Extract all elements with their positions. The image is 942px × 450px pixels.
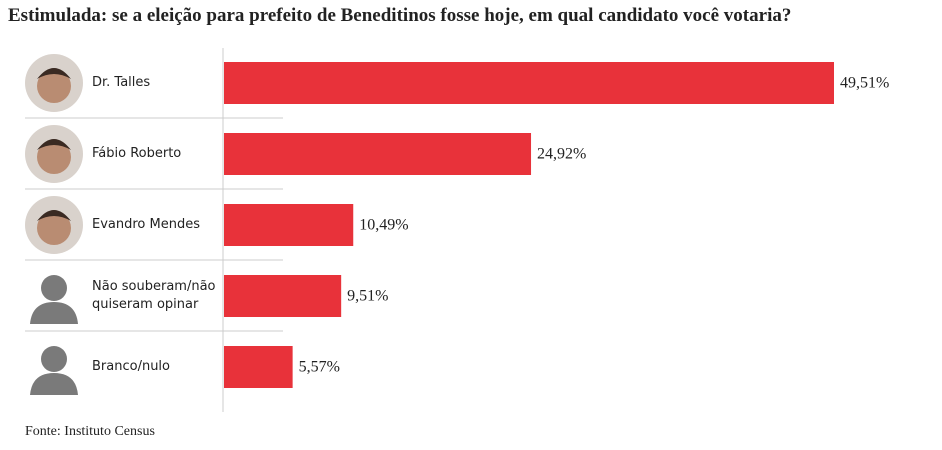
source: Fonte: Instituto Census bbox=[25, 424, 155, 439]
avatar-head bbox=[41, 275, 67, 301]
avatar-face bbox=[37, 140, 71, 174]
value-label: 49,51% bbox=[840, 75, 889, 92]
avatar-hair bbox=[37, 68, 71, 79]
value-label: 24,92% bbox=[537, 146, 586, 163]
avatar-body bbox=[30, 373, 78, 395]
bar bbox=[224, 346, 293, 388]
avatar-face bbox=[37, 69, 71, 103]
category-label: Fábio Roberto bbox=[92, 146, 182, 161]
avatar-hair bbox=[37, 139, 71, 150]
value-label: 10,49% bbox=[359, 217, 408, 234]
category-label: Não souberam/não quiseram opinar bbox=[92, 279, 216, 312]
chart-title: Estimulada: se a eleição para prefeito d… bbox=[8, 5, 792, 26]
bar bbox=[224, 275, 342, 317]
value-label: 9,51% bbox=[347, 288, 388, 305]
category-label: Evandro Mendes bbox=[92, 217, 200, 232]
category-label: Branco/nulo bbox=[92, 359, 170, 374]
avatar-head bbox=[41, 346, 67, 372]
bar bbox=[224, 62, 834, 104]
bar bbox=[224, 204, 354, 246]
avatar-hair bbox=[37, 210, 71, 221]
category-label: Dr. Talles bbox=[92, 75, 151, 90]
avatar-face bbox=[37, 211, 71, 245]
bar bbox=[224, 133, 532, 175]
value-label: 5,57% bbox=[299, 359, 340, 376]
avatar-body bbox=[30, 302, 78, 324]
